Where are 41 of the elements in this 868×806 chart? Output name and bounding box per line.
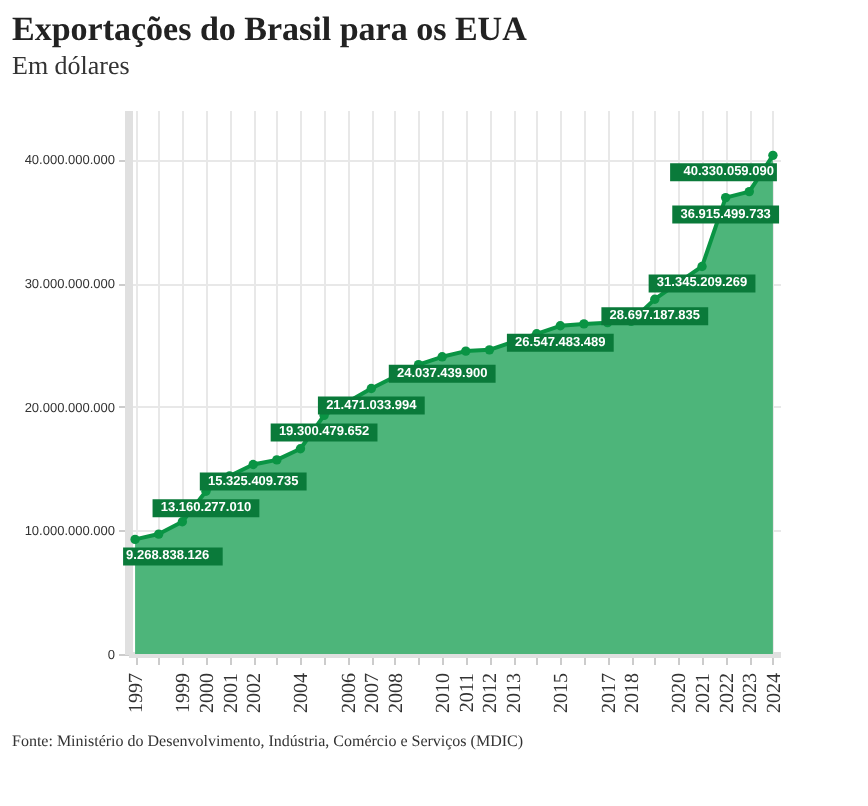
x-tick-label: 2006 [338, 673, 361, 713]
point [248, 459, 258, 470]
x-tick-label: 2002 [244, 673, 267, 713]
x-tick-label: 2023 [740, 673, 763, 713]
x-tick-label: 2022 [716, 673, 739, 713]
point [744, 186, 754, 197]
x-tick-label: 2001 [220, 673, 243, 713]
point [579, 319, 589, 329]
point [437, 352, 447, 362]
point [295, 444, 306, 454]
point [484, 345, 495, 355]
x-tick-label: 2015 [551, 673, 574, 713]
point [768, 150, 778, 161]
x-tick-label: 2007 [362, 673, 385, 713]
x-tick-label: 2018 [622, 673, 645, 713]
source-note: Fonte: Ministério do Desenvolvimento, Indústria, Comércio e Serviços (MDIC) [12, 732, 524, 750]
point [177, 517, 188, 527]
point [130, 534, 140, 545]
point [272, 455, 282, 465]
point [366, 383, 377, 394]
x-tick-label: 2017 [598, 673, 621, 713]
x-tick-label: 2000 [196, 673, 219, 713]
x-tick-label: 2008 [385, 673, 408, 713]
x-tick-label: 1999 [173, 673, 196, 713]
point [555, 321, 565, 331]
chart-subtitle: Em dólares [12, 50, 130, 80]
x-tick-label: 2004 [291, 673, 314, 713]
point [154, 529, 164, 539]
chart-title: Exportações do Brasil para os EUA [12, 10, 529, 48]
point [697, 261, 707, 272]
x-tick-label: 2011 [456, 673, 479, 713]
x-tick-label: 2020 [669, 673, 692, 713]
x-tick-label: 2021 [693, 673, 716, 713]
x-tick-label: 2010 [433, 673, 456, 713]
point [650, 294, 660, 304]
point [461, 346, 471, 356]
x-tick-label: 2013 [504, 673, 527, 713]
x-tick-label: 1997 [126, 673, 149, 713]
x-tick-label: 2012 [480, 673, 503, 713]
x-tick-label: 2024 [763, 673, 786, 713]
point [720, 192, 731, 203]
